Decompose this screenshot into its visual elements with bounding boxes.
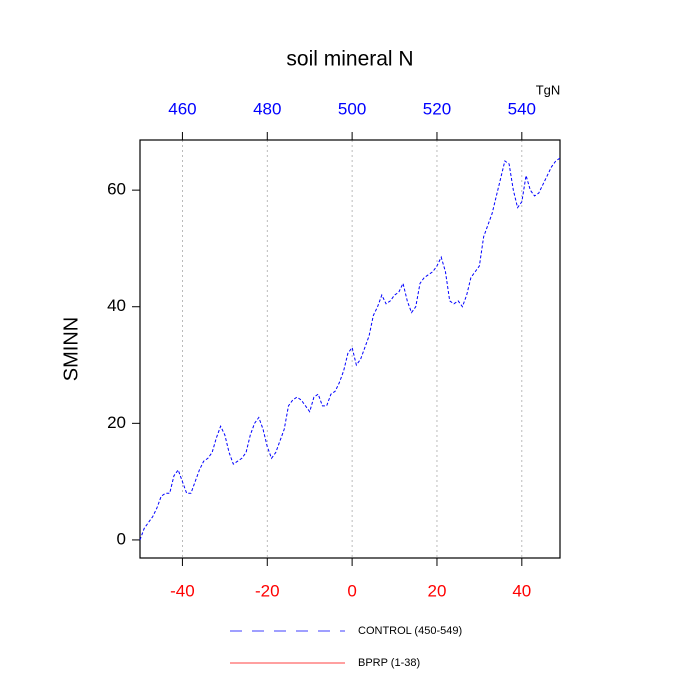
x-tick-label: 0 [347,581,356,600]
x2-unit-label: TgN [536,82,561,97]
x-tick-label: -40 [170,581,195,600]
x2-tick-label: 520 [423,99,451,118]
chart-title: soil mineral N [286,48,413,71]
y-tick-label: 20 [107,413,126,432]
series-line [139,157,561,541]
y-axis-label: SMINN [60,317,82,381]
x2-tick-label: 480 [253,99,281,118]
plot-frame [139,139,561,559]
y-tick-label: 40 [107,296,126,315]
x2-tick-label: 500 [338,99,366,118]
y-tick-label: 60 [107,180,126,199]
legend-label: CONTROL (450-549) [358,625,462,637]
x-tick-label: 20 [428,581,447,600]
x-tick-label: -20 [255,581,280,600]
x2-tick-label: 540 [508,99,536,118]
legend-label: BPRP (1-38) [358,657,420,669]
x2-tick-label: 460 [168,99,196,118]
y-tick-label: 0 [117,529,126,548]
x-tick-label: 40 [512,581,531,600]
